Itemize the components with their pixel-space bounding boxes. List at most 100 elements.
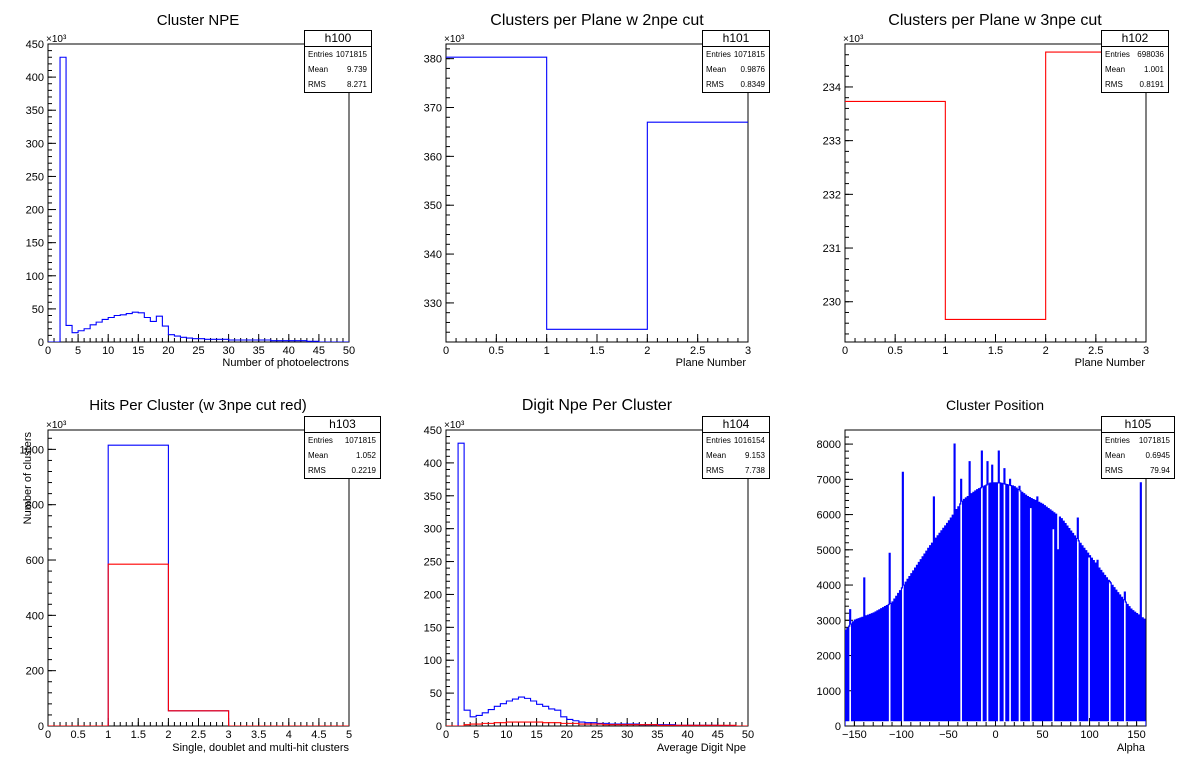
x-tick-label: 2.5 [1088,345,1103,357]
stats-rms-label: RMS [308,466,326,475]
y-tick-label: 350 [26,105,44,117]
y-tick-label: 300 [424,524,442,536]
stats-mean-value: 0.6945 [1145,451,1170,460]
y-tick-label: 0 [835,721,841,733]
y-tick-label: 7000 [817,474,841,486]
x-tick-label: 10 [500,729,512,741]
stats-entries-label: Entries [308,436,333,445]
stats-entries-label: Entries [1105,50,1130,59]
x-tick-label: −150 [842,729,867,741]
y-tick-label: 200 [26,666,44,678]
y-tick-label: 0 [38,337,44,349]
x-tick-label: 2.5 [690,345,705,357]
x-tick-label: 0 [443,729,449,741]
y-tick-label: 1000 [817,686,841,698]
plot-title: Clusters per Plane w 2npe cut [490,12,704,29]
y-tick-label: 231 [823,243,841,255]
stats-entries-label: Entries [706,436,731,445]
pad-h101: 0 0.5 1 1.5 2 2.5 3 330 340 350 360 370 380×10³ Clust… [424,12,751,369]
y-tick-label: 380 [424,54,442,66]
y-exponent-label: ×10³ [444,34,465,45]
x-tick-label: 15 [132,345,144,357]
y-tick-label: 2000 [817,651,841,663]
stats-entries-value: 1071815 [335,50,367,59]
x-tick-label: 0 [45,729,51,741]
y-tick-label: 360 [424,151,442,163]
stats-entries-label: Entries [1105,436,1130,445]
y-tick-label: 3000 [817,615,841,627]
x-axis-label: Average Digit Npe [657,742,746,754]
x-tick-label: 0 [842,345,848,357]
x-tick-label: 50 [742,729,754,741]
y-tick-label: 0 [38,721,44,733]
stats-entries-label: Entries [706,50,731,59]
y-tick-label: 233 [823,136,841,148]
stats-entries-row: Entries 1071815 [1102,433,1174,448]
y-tick-label: 800 [26,500,44,512]
stats-rms-label: RMS [1105,80,1123,89]
x-tick-label: 40 [681,729,693,741]
x-tick-label: 35 [651,729,663,741]
y-tick-label: 400 [26,72,44,84]
y-tick-label: 0 [436,721,442,733]
x-tick-label: 5 [346,729,352,741]
x-tick-label: 1 [544,345,550,357]
stats-entries-row: Entries 1016154 [703,433,769,448]
stats-mean-label: Mean [1105,65,1126,74]
stats-rms-value: 79.94 [1149,466,1170,475]
x-tick-label: 3 [226,729,232,741]
x-tick-label: 3 [745,345,751,357]
stats-rms-value: 7.738 [744,466,765,475]
stats-histogram-name: h103 [305,417,380,433]
x-tick-label: 20 [561,729,573,741]
stats-histogram-name: h104 [703,417,769,433]
y-tick-label: 600 [26,555,44,567]
x-tick-label: 2 [644,345,650,357]
y-exponent-label: ×10³ [444,420,465,431]
x-tick-label: 0.5 [888,345,903,357]
stats-mean-value: 1.052 [355,451,376,460]
y-tick-label: 50 [32,304,44,316]
histogram-series-0 [446,56,748,330]
stats-entries-value: 1071815 [1138,436,1170,445]
x-tick-label: 5 [75,345,81,357]
stats-rms-value: 0.8349 [740,80,765,89]
x-tick-label: 2.5 [191,729,206,741]
x-tick-label: 1 [105,729,111,741]
y-tick-label: 300 [26,138,44,150]
x-tick-label: 50 [1036,729,1048,741]
stats-rms-label: RMS [706,466,724,475]
y-tick-label: 200 [26,205,44,217]
stats-box: h105 Entries 1071815 Mean 0.6945 RMS 79.94 [1101,416,1175,479]
stats-mean-row: Mean 9.739 [305,62,371,77]
x-tick-label: 30 [222,345,234,357]
y-tick-label: 370 [424,103,442,115]
stats-box: h104 Entries 1016154 Mean 9.153 RMS 7.738 [702,416,770,479]
stats-rms-value: 0.8191 [1139,80,1164,89]
stats-entries-row: Entries 1071815 [305,47,371,62]
pad-h105: −150 −100 −50 0 50 100 150 0 1000 2000 3000 4000 500… [817,397,1147,754]
stats-box: h100 Entries 1071815 Mean 9.739 RMS 8.271 [304,30,372,93]
x-tick-label: 45 [313,345,325,357]
stats-mean-row: Mean 0.6945 [1102,448,1174,463]
stats-histogram-name: h100 [305,31,371,47]
stats-entries-value: 1016154 [733,436,765,445]
stats-mean-value: 9.153 [744,451,765,460]
y-tick-label: 100 [424,655,442,667]
y-tick-label: 400 [424,458,442,470]
y-tick-label: 250 [424,557,442,569]
histogram-series-0 [48,444,349,726]
x-tick-label: 10 [102,345,114,357]
x-tick-label: 4 [286,729,292,741]
stats-box: h103 Entries 1071815 Mean 1.052 RMS 0.2219 [304,416,381,479]
stats-entries-row: Entries 1071815 [703,47,769,62]
y-tick-label: 230 [823,297,841,309]
stats-mean-row: Mean 1.001 [1102,62,1168,77]
histogram-series-0 [48,56,349,342]
x-tick-label: 45 [712,729,724,741]
x-tick-label: 25 [192,345,204,357]
stats-rms-row: RMS 7.738 [703,463,769,478]
histogram-series-1 [446,721,748,726]
stats-mean-value: 9.739 [346,65,367,74]
